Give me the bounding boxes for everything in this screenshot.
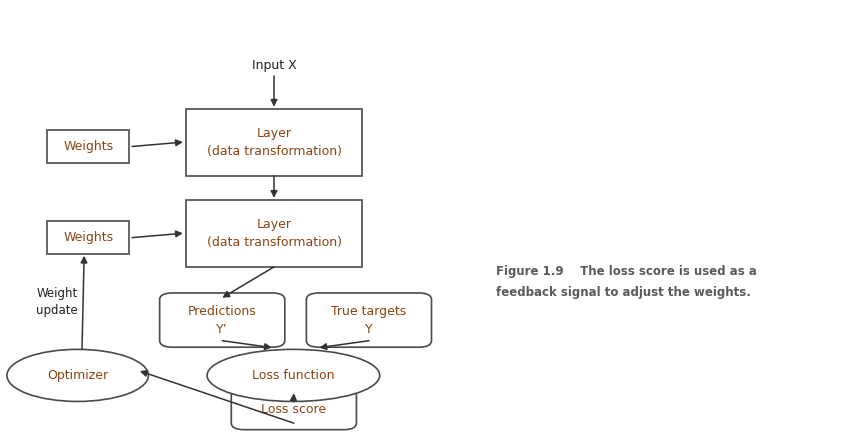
Text: True targets
Y: True targets Y [331, 305, 406, 335]
FancyBboxPatch shape [160, 293, 285, 347]
Text: Weights: Weights [63, 231, 114, 244]
FancyBboxPatch shape [231, 388, 356, 430]
Text: Predictions
Y’: Predictions Y’ [188, 305, 256, 335]
Text: Weight
update: Weight update [36, 286, 78, 317]
Text: Loss function: Loss function [252, 369, 335, 382]
FancyBboxPatch shape [186, 200, 362, 267]
FancyBboxPatch shape [47, 130, 129, 163]
Ellipse shape [207, 349, 380, 401]
Text: feedback signal to adjust the weights.: feedback signal to adjust the weights. [496, 286, 751, 299]
Text: Layer
(data transformation): Layer (data transformation) [206, 127, 342, 158]
Ellipse shape [7, 349, 148, 401]
Text: Layer
(data transformation): Layer (data transformation) [206, 218, 342, 249]
Text: Input X: Input X [252, 59, 296, 72]
Text: Figure 1.9    The loss score is used as a: Figure 1.9 The loss score is used as a [496, 265, 757, 278]
FancyBboxPatch shape [47, 221, 129, 254]
Text: Optimizer: Optimizer [47, 369, 108, 382]
FancyBboxPatch shape [186, 108, 362, 176]
Text: Weights: Weights [63, 140, 114, 153]
Text: Loss score: Loss score [261, 403, 326, 415]
FancyBboxPatch shape [306, 293, 432, 347]
